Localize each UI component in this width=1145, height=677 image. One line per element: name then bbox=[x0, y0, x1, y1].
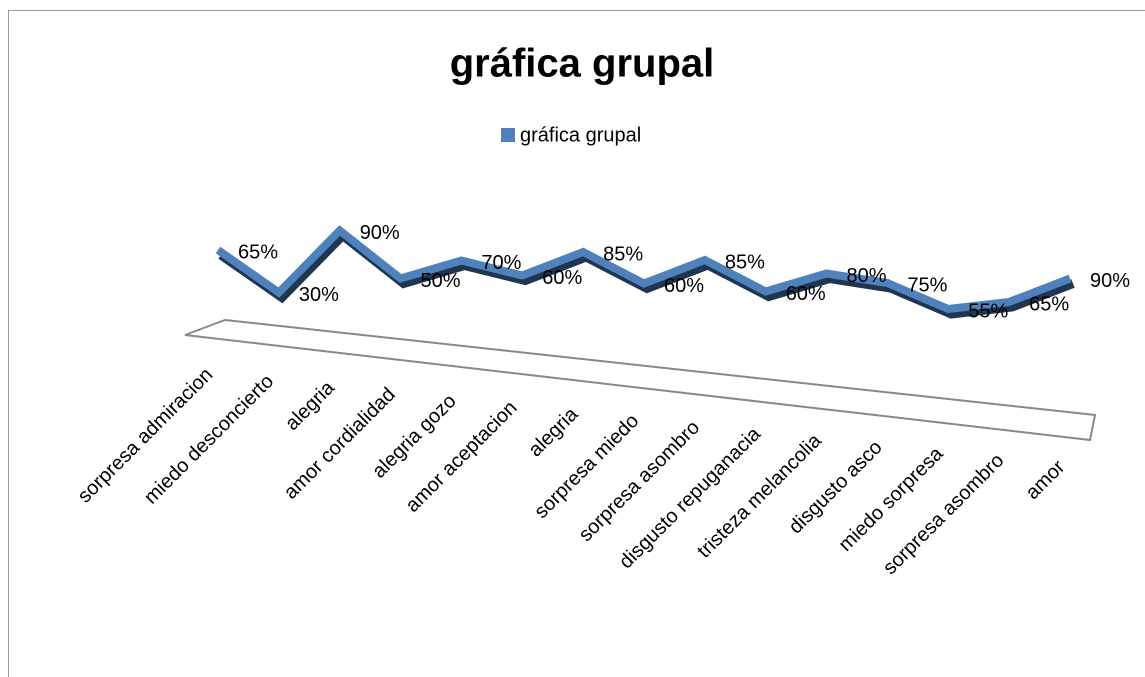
chart-frame bbox=[8, 10, 1145, 677]
data-label: 60% bbox=[664, 275, 704, 297]
x-tick-label: sorpresa asombro bbox=[575, 417, 705, 547]
chart-title: gráfica grupal bbox=[450, 42, 715, 86]
data-label: 90% bbox=[1090, 270, 1130, 292]
data-label: 60% bbox=[786, 283, 826, 305]
data-label: 70% bbox=[481, 252, 521, 274]
legend-label: gráfica grupal bbox=[520, 124, 641, 146]
data-label: 65% bbox=[238, 241, 278, 263]
data-label: 50% bbox=[421, 270, 461, 292]
data-label: 90% bbox=[360, 222, 400, 244]
legend-swatch bbox=[501, 128, 515, 142]
chart-floor bbox=[184, 318, 1097, 442]
data-label: 80% bbox=[847, 265, 887, 287]
data-label: 75% bbox=[907, 274, 947, 296]
line bbox=[215, 225, 1072, 314]
x-tick-label: sorpresa admiracion bbox=[74, 364, 218, 508]
x-tick-label: alegria bbox=[524, 403, 583, 462]
data-label: 85% bbox=[603, 243, 643, 265]
x-tick-label: alegria bbox=[281, 376, 340, 435]
data-label: 85% bbox=[725, 251, 765, 273]
x-tick-label: amor bbox=[1021, 456, 1069, 504]
data-label: 55% bbox=[968, 300, 1008, 322]
x-tick-label: tristeza melancolia bbox=[693, 429, 826, 562]
data-label: 60% bbox=[542, 267, 582, 289]
data-label: 65% bbox=[1029, 293, 1069, 315]
x-tick-label: sorpresa asombro bbox=[879, 450, 1009, 580]
x-tick-label: miedo desconcierto bbox=[140, 370, 278, 508]
data-label: 30% bbox=[299, 284, 339, 306]
